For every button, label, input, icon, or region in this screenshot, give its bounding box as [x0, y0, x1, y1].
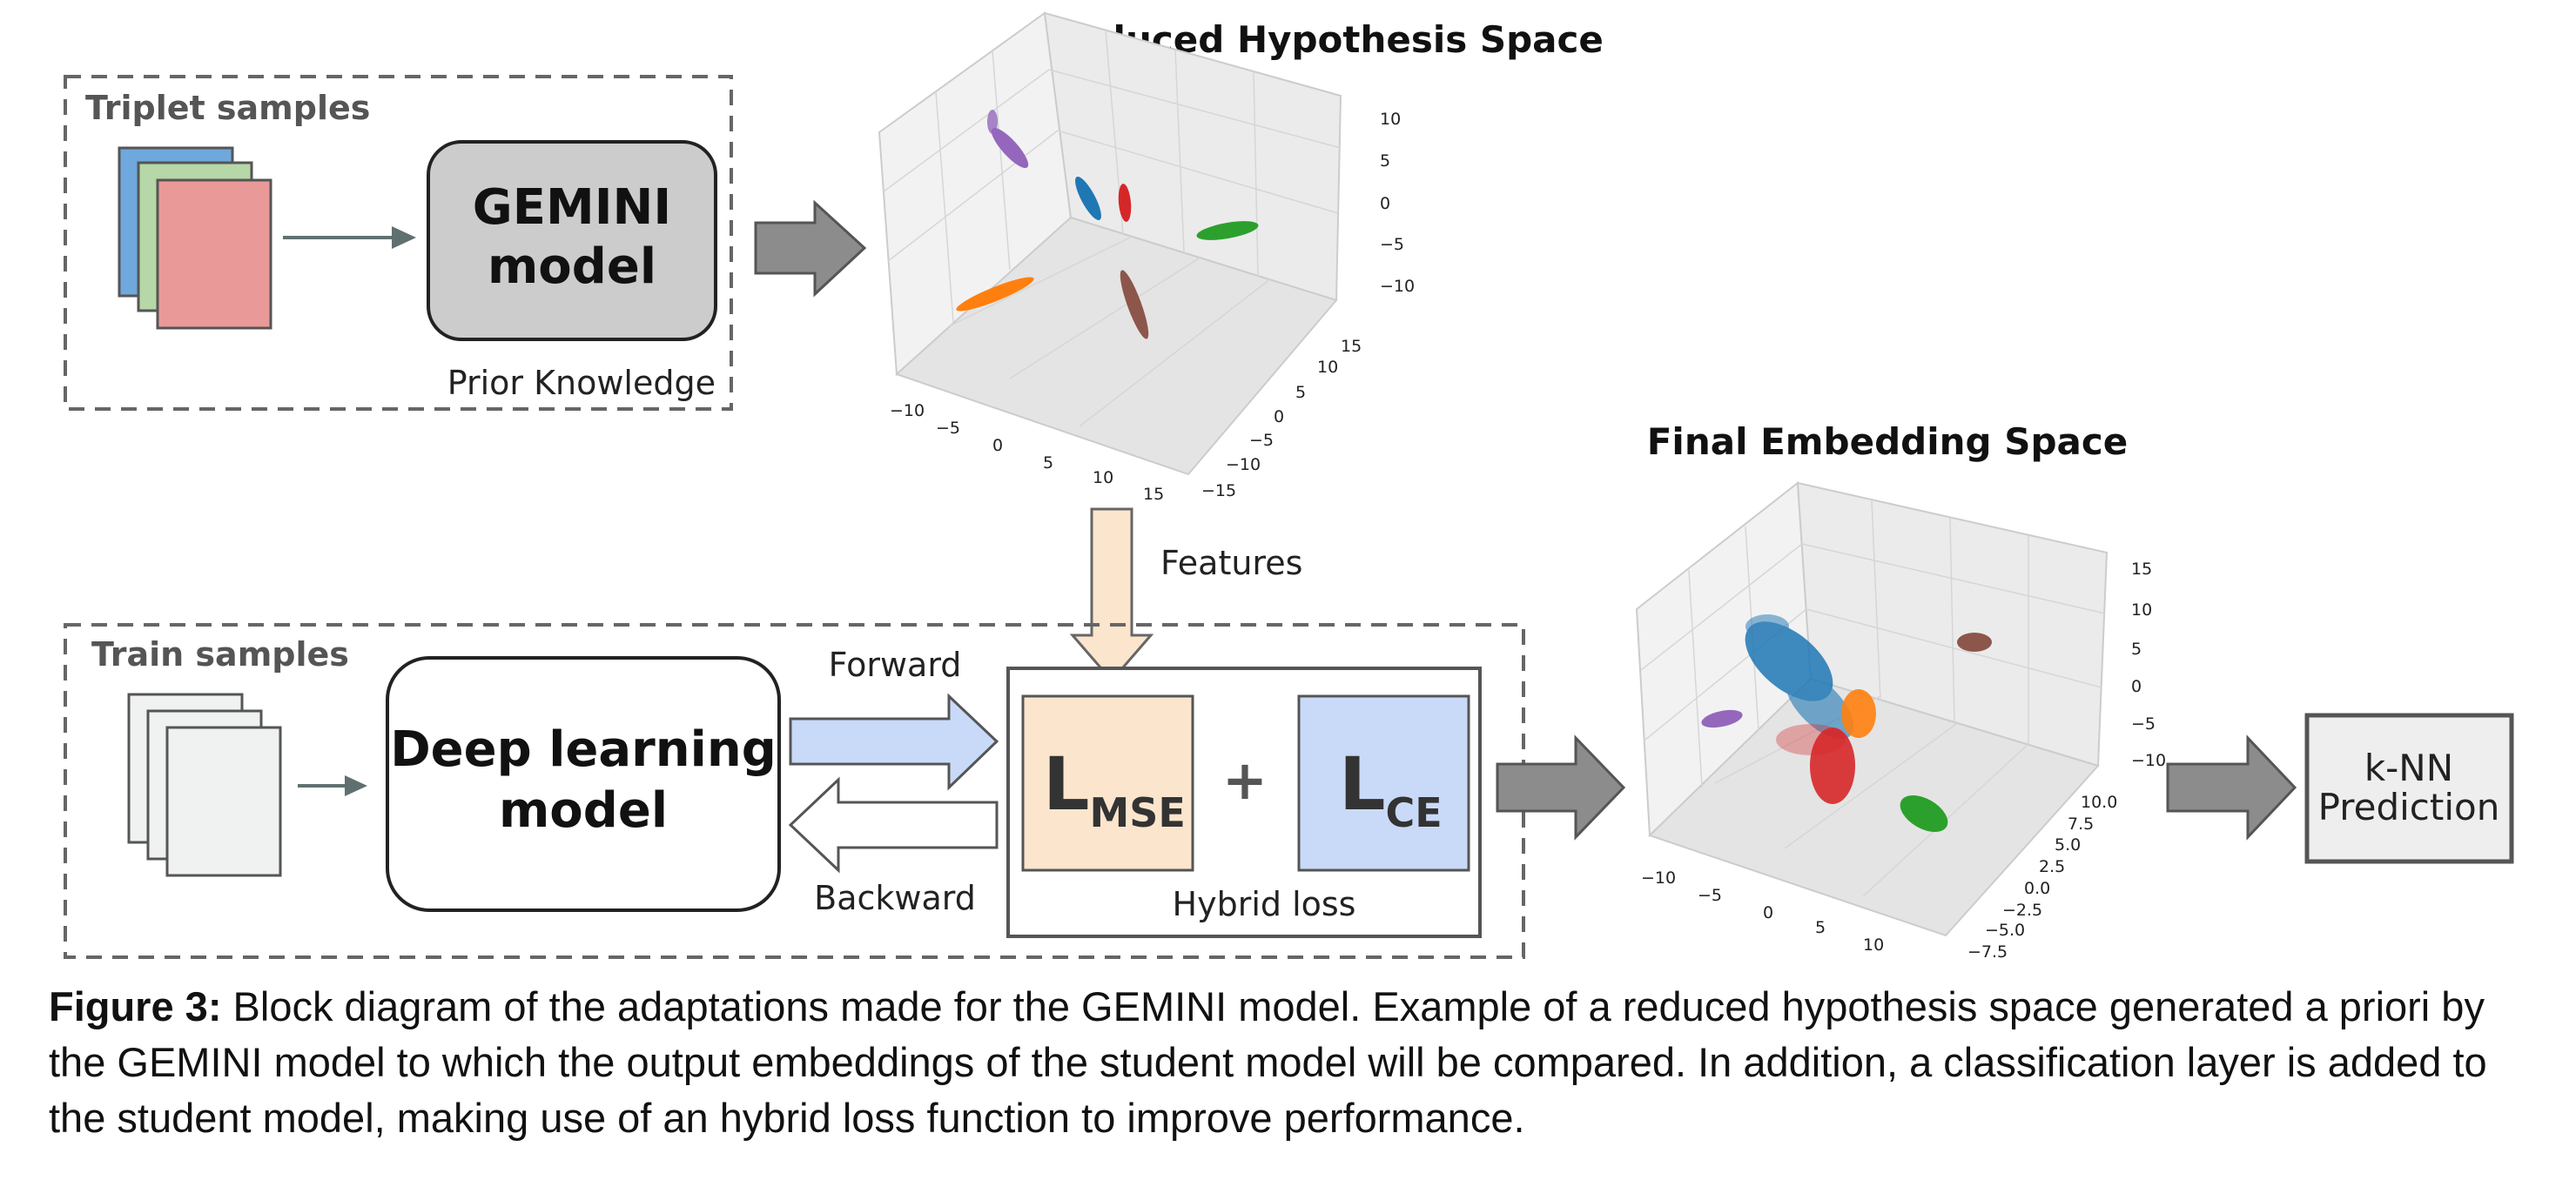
final-z-tick: 0	[2131, 677, 2142, 696]
hybrid-loss-label: Hybrid loss	[1173, 885, 1356, 923]
triplet-to-gemini-arrow	[283, 226, 416, 249]
mse-loss-box	[1021, 694, 1194, 872]
final-z-tick: 10	[2131, 600, 2152, 620]
final-y-ticks: 10.0 7.5 5.0 2.5 0.0 −2.5 −5.0 −7.5	[1967, 793, 2117, 962]
final-space-plot: 15 10 5 0 −5 −10 −10 −5 0 5 10 10.0 7.5 …	[1635, 481, 2166, 962]
deep-learning-model-box	[386, 656, 781, 912]
final-cluster-blue	[1745, 614, 1854, 740]
reduced-cluster-purple	[987, 110, 1029, 169]
final-z-tick: 15	[2131, 560, 2152, 579]
reduced-x-tick: 0	[992, 436, 1003, 455]
final-cluster-orange	[1841, 689, 1876, 738]
final-x-tick: 5	[1815, 918, 1826, 937]
reduced-z-tick: 0	[1380, 194, 1390, 213]
gemini-model-label-line1: GEMINI	[473, 179, 671, 236]
final-z-tick: 5	[2131, 640, 2142, 659]
final-y-tick: −7.5	[1967, 942, 2008, 962]
reduced-z-ticks: 10 5 0 −5 −10	[1380, 110, 1415, 296]
triplet-sample-stack	[118, 146, 272, 330]
caption-label: Figure 3:	[49, 983, 222, 1029]
reduced-y-tick: −15	[1201, 481, 1236, 500]
final-cluster-brown	[1957, 633, 1992, 652]
final-x-tick: 0	[1763, 903, 1773, 922]
final-z-tick: −10	[2131, 751, 2166, 770]
triplet-samples-title: Triplet samples	[85, 89, 370, 127]
features-arrow	[1069, 507, 1154, 683]
triplet-samples-frame	[64, 75, 733, 411]
reduced-y-ticks: 15 10 5 0 −5 −10 −15	[1201, 337, 1362, 500]
reduced-y-tick: −10	[1226, 455, 1261, 474]
gemini-model-box	[427, 140, 717, 341]
final-y-tick: 5.0	[2055, 835, 2081, 855]
backward-label: Backward	[814, 879, 976, 917]
reduced-x-tick: 5	[1043, 453, 1053, 473]
final-cluster-green	[1900, 794, 1948, 833]
mse-loss-label: LMSE	[1043, 741, 1186, 836]
reduced-z-tick: −5	[1380, 235, 1404, 254]
caption-text: Block diagram of the adaptations made fo…	[49, 983, 2487, 1141]
prior-knowledge-label: Prior Knowledge	[447, 364, 716, 402]
final-x-tick: −10	[1641, 868, 1676, 888]
reduced-y-tick: 5	[1295, 383, 1306, 402]
features-label: Features	[1160, 544, 1302, 582]
deep-learning-model-label-line2: model	[499, 782, 668, 839]
knn-label-line2: Prediction	[2318, 786, 2500, 828]
reduced-y-tick: 15	[1341, 337, 1362, 356]
reduced-cluster-blue	[1075, 176, 1101, 221]
ce-loss-box	[1297, 694, 1470, 872]
forward-arrow	[789, 693, 999, 791]
reduced-x-tick: −10	[890, 401, 925, 420]
final-z-tick: −5	[2131, 714, 2156, 734]
reduced-space-plot: 10 5 0 −5 −10 −10 −5 0 5 10 15 15 10 5 0…	[878, 11, 1415, 504]
reduced-y-tick: 0	[1274, 407, 1284, 426]
final-z-ticks: 15 10 5 0 −5 −10	[2131, 560, 2166, 770]
to-reduced-space-arrow	[754, 199, 867, 298]
final-cluster-red	[1776, 724, 1855, 804]
plus-sign: +	[1222, 748, 1268, 812]
reduced-x-tick: 10	[1093, 468, 1113, 487]
reduced-z-tick: 5	[1380, 151, 1390, 171]
final-y-tick: 7.5	[2068, 815, 2094, 834]
to-final-space-arrow	[1496, 734, 1626, 841]
final-y-tick: 2.5	[2039, 857, 2065, 876]
train-sample-stack	[127, 693, 282, 877]
final-y-tick: 0.0	[2024, 879, 2050, 898]
reduced-z-tick: 10	[1380, 110, 1401, 129]
final-space-title: Final Embedding Space	[1647, 420, 2129, 463]
block-diagram: Triplet samples GEMINI model Prior Knowl…	[64, 11, 2514, 962]
deep-learning-model-label-line1: Deep learning	[390, 721, 777, 778]
knn-prediction-box	[2304, 713, 2514, 864]
reduced-z-tick: −10	[1380, 277, 1415, 296]
reduced-x-ticks: −10 −5 0 5 10 15	[890, 401, 1164, 504]
reduced-x-tick: −5	[936, 419, 960, 438]
gemini-model-label-line2: model	[488, 238, 656, 295]
backward-arrow	[788, 776, 999, 874]
final-x-ticks: −10 −5 0 5 10	[1641, 868, 1884, 955]
knn-label-line1: k-NN	[2364, 747, 2453, 789]
ce-loss-label: LCE	[1339, 741, 1443, 836]
forward-label: Forward	[829, 646, 962, 684]
train-samples-title: Train samples	[91, 635, 349, 674]
reduced-cluster-orange	[956, 277, 1034, 312]
final-x-tick: 10	[1863, 935, 1884, 955]
reduced-cluster-brown	[1120, 270, 1149, 339]
reduced-y-tick: 10	[1317, 358, 1338, 377]
final-y-tick: −5.0	[1985, 921, 2025, 940]
reduced-y-tick: −5	[1249, 431, 1274, 450]
train-to-model-arrow	[298, 775, 367, 796]
reduced-x-tick: 15	[1143, 485, 1164, 504]
final-x-tick: −5	[1698, 886, 1722, 905]
final-cluster-purple	[1701, 709, 1743, 728]
reduced-cluster-green	[1196, 221, 1259, 240]
to-knn-arrow	[2166, 734, 2297, 841]
figure-caption: Figure 3: Block diagram of the adaptatio…	[49, 979, 2547, 1146]
final-y-tick: 10.0	[2081, 793, 2117, 812]
final-y-tick: −2.5	[2002, 901, 2042, 920]
reduced-cluster-red	[1118, 184, 1132, 222]
